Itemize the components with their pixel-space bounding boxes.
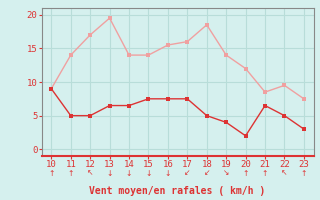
Text: ↓: ↓ (145, 168, 152, 178)
Text: ↑: ↑ (243, 168, 249, 178)
Text: ↙: ↙ (184, 168, 190, 178)
Text: ↑: ↑ (48, 168, 54, 178)
Text: ↖: ↖ (281, 168, 288, 178)
Text: ↖: ↖ (87, 168, 93, 178)
Text: ↓: ↓ (126, 168, 132, 178)
Text: ↑: ↑ (301, 168, 307, 178)
Text: ↑: ↑ (262, 168, 268, 178)
Text: ↓: ↓ (165, 168, 171, 178)
Text: ↙: ↙ (204, 168, 210, 178)
Text: ↓: ↓ (107, 168, 113, 178)
X-axis label: Vent moyen/en rafales ( km/h ): Vent moyen/en rafales ( km/h ) (90, 186, 266, 196)
Text: ↘: ↘ (223, 168, 229, 178)
Text: ↑: ↑ (68, 168, 74, 178)
